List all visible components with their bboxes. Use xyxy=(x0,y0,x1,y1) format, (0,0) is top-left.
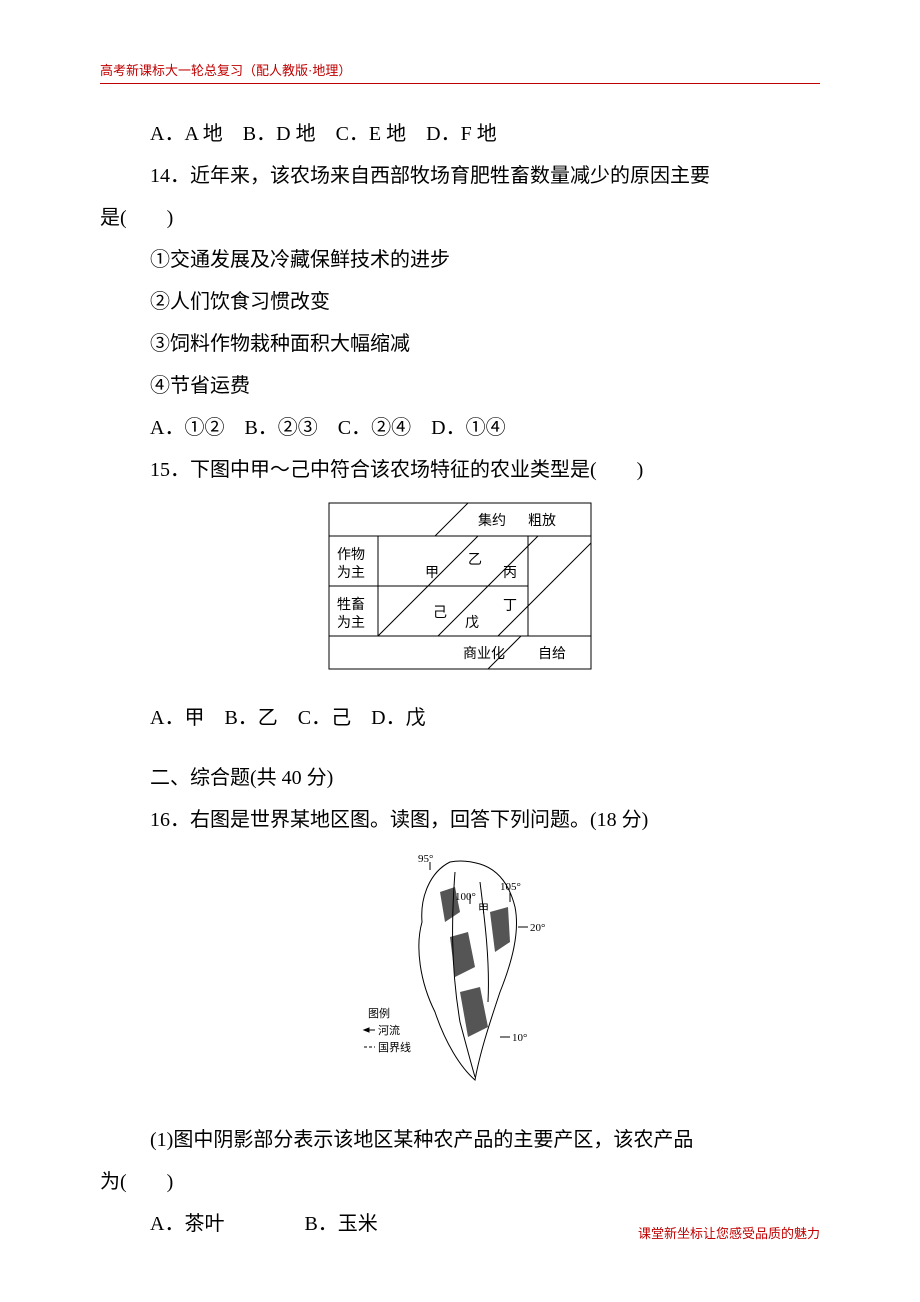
q16-stem: 16．右图是世界某地区图。读图，回答下列问题。(18 分) xyxy=(100,800,820,840)
label-row1-left-a: 作物 xyxy=(337,547,365,563)
q16-map: 95° 100° 105° 20° 10° 甲 图例 河流 国界线 xyxy=(100,852,820,1106)
q15-diagram: 集约 粗放 作物 为主 牲畜 为主 商业化 自给 甲 乙 丙 己 戊 丁 xyxy=(100,502,820,684)
lon-105: 105° xyxy=(500,881,521,893)
q14-stem-line1: 14．近年来，该农场来自西部牧场育肥牲畜数量减少的原因主要 xyxy=(100,156,820,196)
q14-item-2: ②人们饮食习惯改变 xyxy=(100,282,820,322)
cell-wu: 戊 xyxy=(465,615,479,631)
cell-jia: 甲 xyxy=(425,566,439,581)
q14-item-4: ④节省运费 xyxy=(100,366,820,406)
cell-ji: 己 xyxy=(433,606,447,621)
q15-options: A．甲 B．乙 C．己 D．戊 xyxy=(100,698,820,738)
legend-title: 图例 xyxy=(368,1006,390,1020)
q16-sub1-line2: 为( ) xyxy=(100,1162,820,1202)
label-row2-left-b: 为主 xyxy=(337,615,365,631)
section-2-title: 二、综合题(共 40 分) xyxy=(100,758,820,798)
legend-border: 国界线 xyxy=(378,1040,411,1054)
label-bottom-right: 自给 xyxy=(538,646,566,662)
q16-sub1-line1: (1)图中阴影部分表示该地区某种农产品的主要产区，该农产品 xyxy=(100,1120,820,1160)
cell-ding: 丁 xyxy=(503,599,517,614)
q14-item-3: ③饲料作物栽种面积大幅缩减 xyxy=(100,324,820,364)
page-footer: 课堂新坐标让您感受品质的魅力 xyxy=(638,1223,820,1242)
q15-diagram-svg: 集约 粗放 作物 为主 牲畜 为主 商业化 自给 甲 乙 丙 己 戊 丁 xyxy=(328,502,592,670)
q14-item-1: ①交通发展及冷藏保鲜技术的进步 xyxy=(100,240,820,280)
q16-map-svg: 95° 100° 105° 20° 10° 甲 图例 河流 国界线 xyxy=(360,852,560,1092)
label-top-right: 粗放 xyxy=(528,513,556,529)
label-bottom-left: 商业化 xyxy=(463,646,505,662)
cell-bing: 丙 xyxy=(503,566,517,581)
q13-options: A．A 地 B．D 地 C．E 地 D．F 地 xyxy=(100,114,820,154)
q15-stem: 15．下图中甲～己中符合该农场特征的农业类型是( ) xyxy=(100,450,820,490)
point-jia: 甲 xyxy=(478,903,489,915)
cell-yi: 乙 xyxy=(468,552,482,568)
lon-95: 95° xyxy=(418,853,433,865)
label-top-left: 集约 xyxy=(478,512,506,529)
q14-options: A．①② B．②③ C．②④ D．①④ xyxy=(100,408,820,448)
label-row2-left-a: 牲畜 xyxy=(337,597,365,613)
page-header: 高考新课标大一轮总复习（配人教版·地理） xyxy=(100,60,820,79)
lon-100: 100° xyxy=(455,891,476,903)
header-divider xyxy=(100,83,820,84)
lat-10: 10° xyxy=(512,1032,527,1044)
q14-stem-line2: 是( ) xyxy=(100,198,820,238)
label-row1-left-b: 为主 xyxy=(337,565,365,581)
legend-river: 河流 xyxy=(378,1023,400,1037)
lat-20: 20° xyxy=(530,922,545,934)
document-body: A．A 地 B．D 地 C．E 地 D．F 地 14．近年来，该农场来自西部牧场… xyxy=(100,114,820,1244)
